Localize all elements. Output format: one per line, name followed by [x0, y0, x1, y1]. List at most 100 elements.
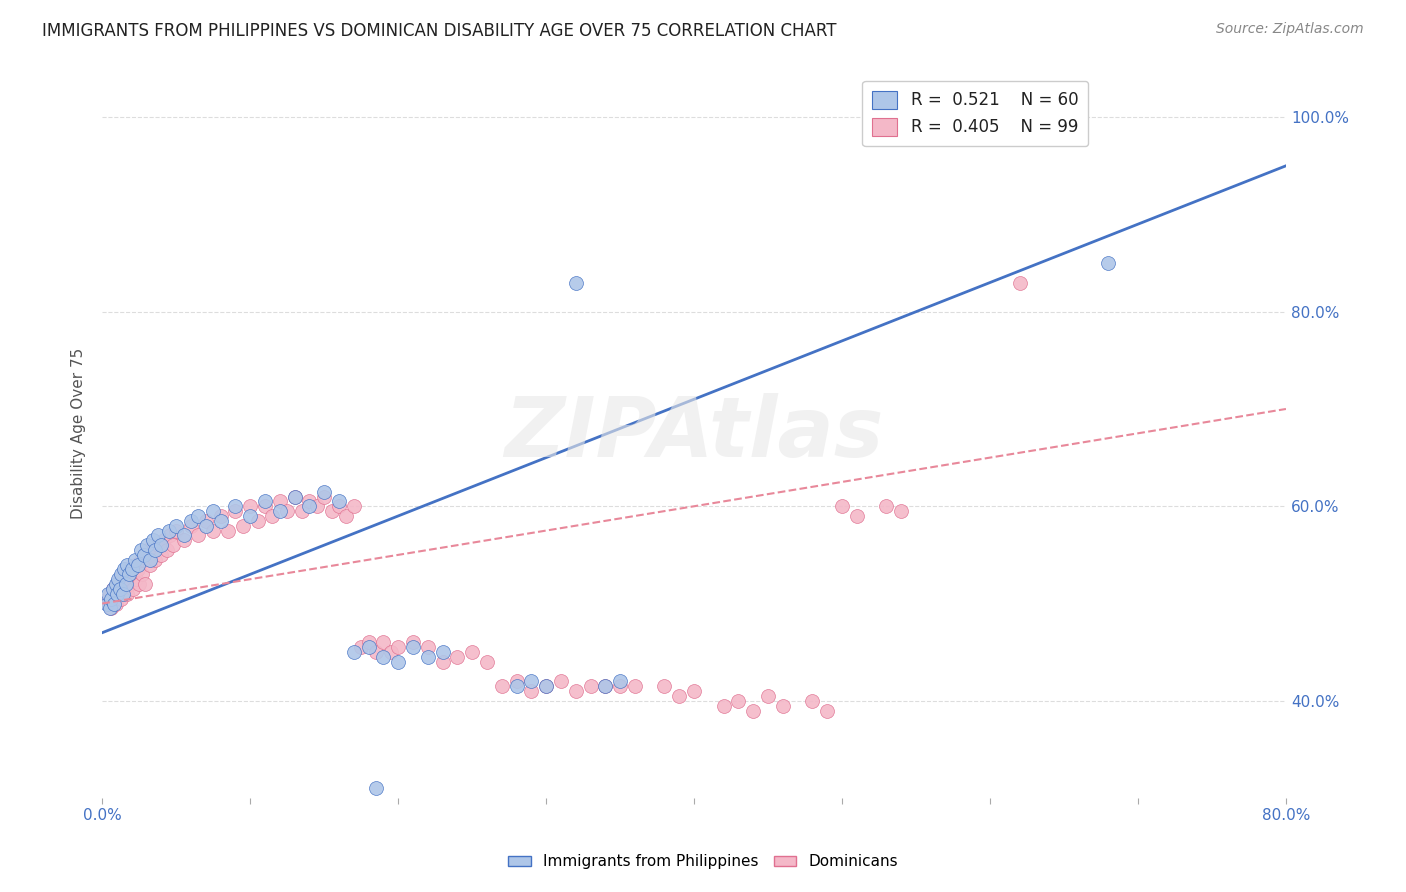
- Point: [328, 500, 350, 514]
- Point: [115, 577, 138, 591]
- Point: [121, 567, 143, 582]
- Text: Source: ZipAtlas.com: Source: ZipAtlas.com: [1216, 22, 1364, 37]
- Point: [253, 494, 276, 508]
- Point: [217, 524, 239, 538]
- Point: [298, 500, 321, 514]
- Point: [162, 538, 184, 552]
- Point: [595, 679, 617, 693]
- Point: [187, 508, 209, 523]
- Point: [253, 500, 276, 514]
- Point: [402, 640, 425, 655]
- Point: [100, 591, 122, 606]
- Point: [165, 518, 187, 533]
- Point: [801, 694, 824, 708]
- Point: [579, 679, 602, 693]
- Point: [150, 538, 173, 552]
- Point: [209, 514, 232, 528]
- Point: [134, 577, 156, 591]
- Point: [350, 640, 373, 655]
- Point: [446, 650, 468, 665]
- Point: [564, 276, 586, 290]
- Point: [108, 572, 131, 586]
- Point: [105, 587, 128, 601]
- Point: [291, 504, 314, 518]
- Point: [141, 543, 163, 558]
- Point: [357, 640, 380, 655]
- Point: [269, 494, 291, 508]
- Point: [357, 635, 380, 649]
- Point: [224, 500, 246, 514]
- Point: [890, 504, 912, 518]
- Point: [105, 577, 128, 591]
- Point: [180, 514, 202, 528]
- Point: [491, 679, 513, 693]
- Legend: R =  0.521    N = 60, R =  0.405    N = 99: R = 0.521 N = 60, R = 0.405 N = 99: [862, 80, 1088, 146]
- Point: [432, 645, 454, 659]
- Point: [96, 597, 118, 611]
- Point: [97, 597, 120, 611]
- Point: [112, 562, 135, 576]
- Point: [609, 674, 631, 689]
- Point: [104, 577, 127, 591]
- Point: [202, 504, 225, 518]
- Point: [550, 674, 572, 689]
- Point: [173, 533, 195, 548]
- Point: [124, 553, 146, 567]
- Point: [173, 528, 195, 542]
- Point: [284, 490, 307, 504]
- Point: [432, 655, 454, 669]
- Point: [209, 508, 232, 523]
- Point: [343, 500, 366, 514]
- Point: [111, 587, 134, 601]
- Point: [115, 572, 138, 586]
- Y-axis label: Disability Age Over 75: Disability Age Over 75: [72, 348, 86, 519]
- Point: [202, 524, 225, 538]
- Point: [127, 558, 149, 572]
- Point: [624, 679, 647, 693]
- Point: [831, 500, 853, 514]
- Point: [335, 508, 357, 523]
- Point: [298, 494, 321, 508]
- Point: [276, 504, 298, 518]
- Point: [815, 704, 838, 718]
- Point: [239, 500, 262, 514]
- Point: [756, 689, 779, 703]
- Point: [416, 640, 439, 655]
- Point: [107, 587, 129, 601]
- Point: [475, 655, 498, 669]
- Point: [505, 674, 527, 689]
- Point: [125, 572, 148, 586]
- Point: [373, 650, 395, 665]
- Point: [328, 494, 350, 508]
- Point: [129, 543, 152, 558]
- Point: [107, 572, 129, 586]
- Point: [148, 538, 170, 552]
- Point: [246, 514, 269, 528]
- Point: [343, 645, 366, 659]
- Point: [262, 508, 284, 523]
- Point: [461, 645, 484, 659]
- Point: [122, 582, 145, 596]
- Point: [314, 490, 336, 504]
- Point: [387, 640, 409, 655]
- Point: [127, 562, 149, 576]
- Point: [157, 524, 180, 538]
- Point: [180, 518, 202, 533]
- Point: [683, 684, 706, 698]
- Point: [124, 558, 146, 572]
- Point: [654, 679, 676, 693]
- Point: [100, 601, 122, 615]
- Point: [609, 679, 631, 693]
- Point: [380, 645, 402, 659]
- Point: [269, 504, 291, 518]
- Point: [135, 538, 157, 552]
- Point: [373, 635, 395, 649]
- Text: ZIPAtlas: ZIPAtlas: [505, 392, 884, 474]
- Point: [141, 533, 163, 548]
- Point: [120, 577, 142, 591]
- Point: [111, 567, 134, 582]
- Point: [103, 597, 125, 611]
- Point: [364, 781, 387, 796]
- Point: [129, 553, 152, 567]
- Point: [239, 508, 262, 523]
